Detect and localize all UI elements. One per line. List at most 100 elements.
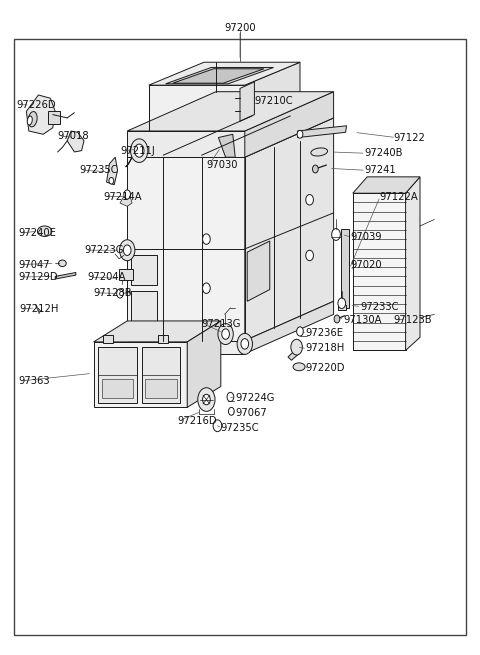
Text: 97363: 97363 <box>18 376 50 386</box>
Text: 97210C: 97210C <box>254 96 293 106</box>
Bar <box>131 255 157 285</box>
Polygon shape <box>218 134 235 157</box>
Polygon shape <box>127 118 334 157</box>
Text: 97204A: 97204A <box>88 272 126 282</box>
Circle shape <box>228 407 234 415</box>
Circle shape <box>213 420 222 432</box>
Bar <box>353 193 406 350</box>
Polygon shape <box>149 62 300 85</box>
Circle shape <box>297 130 303 138</box>
Text: 97216D: 97216D <box>178 415 217 426</box>
Text: 97122: 97122 <box>394 132 425 143</box>
Bar <box>98 347 137 403</box>
Text: 97223G: 97223G <box>84 245 123 255</box>
Text: 97130A: 97130A <box>343 314 382 325</box>
Ellipse shape <box>293 363 305 371</box>
Circle shape <box>227 392 234 402</box>
Polygon shape <box>127 157 245 341</box>
Circle shape <box>338 298 346 309</box>
Polygon shape <box>127 131 245 157</box>
Text: 97226D: 97226D <box>17 100 57 110</box>
Polygon shape <box>247 241 270 301</box>
Text: 97212H: 97212H <box>19 304 59 314</box>
Text: 97030: 97030 <box>206 160 238 170</box>
Bar <box>142 347 180 403</box>
Text: 97211J: 97211J <box>120 145 155 156</box>
Text: 97122A: 97122A <box>379 191 418 202</box>
Text: 97240E: 97240E <box>18 228 56 238</box>
Polygon shape <box>173 69 264 83</box>
Text: 97213G: 97213G <box>202 318 241 329</box>
Bar <box>103 335 113 343</box>
Text: 97018: 97018 <box>58 130 89 141</box>
Text: 97233C: 97233C <box>360 301 398 312</box>
Polygon shape <box>149 85 245 131</box>
Circle shape <box>198 388 215 411</box>
Circle shape <box>306 250 313 261</box>
Circle shape <box>203 234 210 244</box>
Polygon shape <box>55 272 76 279</box>
Polygon shape <box>166 67 274 84</box>
Text: 97129D: 97129D <box>18 272 58 282</box>
Polygon shape <box>126 154 133 167</box>
Circle shape <box>117 289 123 298</box>
Polygon shape <box>245 301 334 354</box>
Text: 97047: 97047 <box>18 259 50 270</box>
Circle shape <box>222 329 229 339</box>
Ellipse shape <box>28 111 37 127</box>
Text: 97200: 97200 <box>224 22 256 33</box>
Polygon shape <box>127 92 334 131</box>
Polygon shape <box>288 352 298 360</box>
Circle shape <box>120 240 135 261</box>
Text: 97067: 97067 <box>235 407 267 418</box>
Circle shape <box>334 315 340 323</box>
Circle shape <box>134 144 144 157</box>
Text: 97020: 97020 <box>350 260 382 271</box>
Bar <box>145 379 177 398</box>
Polygon shape <box>120 195 132 206</box>
Circle shape <box>109 178 114 184</box>
Polygon shape <box>127 341 245 354</box>
Circle shape <box>312 165 318 173</box>
Polygon shape <box>298 126 347 138</box>
Ellipse shape <box>59 260 66 267</box>
Bar <box>338 305 346 310</box>
Circle shape <box>123 245 131 255</box>
Polygon shape <box>406 177 420 350</box>
Text: 97240B: 97240B <box>365 148 403 159</box>
Bar <box>48 111 60 124</box>
Bar <box>119 269 133 280</box>
Polygon shape <box>94 321 221 342</box>
Polygon shape <box>94 342 187 407</box>
Circle shape <box>332 229 340 240</box>
Polygon shape <box>107 157 118 185</box>
Circle shape <box>218 324 233 345</box>
Text: 97128B: 97128B <box>93 288 132 298</box>
Circle shape <box>203 283 210 293</box>
Bar <box>131 291 157 334</box>
Ellipse shape <box>27 116 32 125</box>
Text: 97220D: 97220D <box>306 363 345 373</box>
Bar <box>102 379 133 398</box>
Ellipse shape <box>37 226 52 236</box>
Text: 97235C: 97235C <box>221 423 259 434</box>
Circle shape <box>306 195 313 205</box>
Text: 97218H: 97218H <box>306 343 345 354</box>
Text: 97236E: 97236E <box>306 328 344 338</box>
Polygon shape <box>353 177 420 193</box>
Text: 97235C: 97235C <box>79 165 118 176</box>
Circle shape <box>291 339 302 355</box>
Text: 97123B: 97123B <box>394 314 432 325</box>
Text: 97039: 97039 <box>350 232 382 242</box>
Text: 97224G: 97224G <box>235 393 275 403</box>
Bar <box>158 335 168 343</box>
Text: 97214A: 97214A <box>103 191 142 202</box>
Circle shape <box>297 327 303 336</box>
Circle shape <box>237 333 252 354</box>
Polygon shape <box>26 95 55 134</box>
Circle shape <box>203 394 210 405</box>
Polygon shape <box>67 131 84 152</box>
Polygon shape <box>240 82 254 121</box>
Polygon shape <box>245 62 300 131</box>
Circle shape <box>124 190 131 199</box>
